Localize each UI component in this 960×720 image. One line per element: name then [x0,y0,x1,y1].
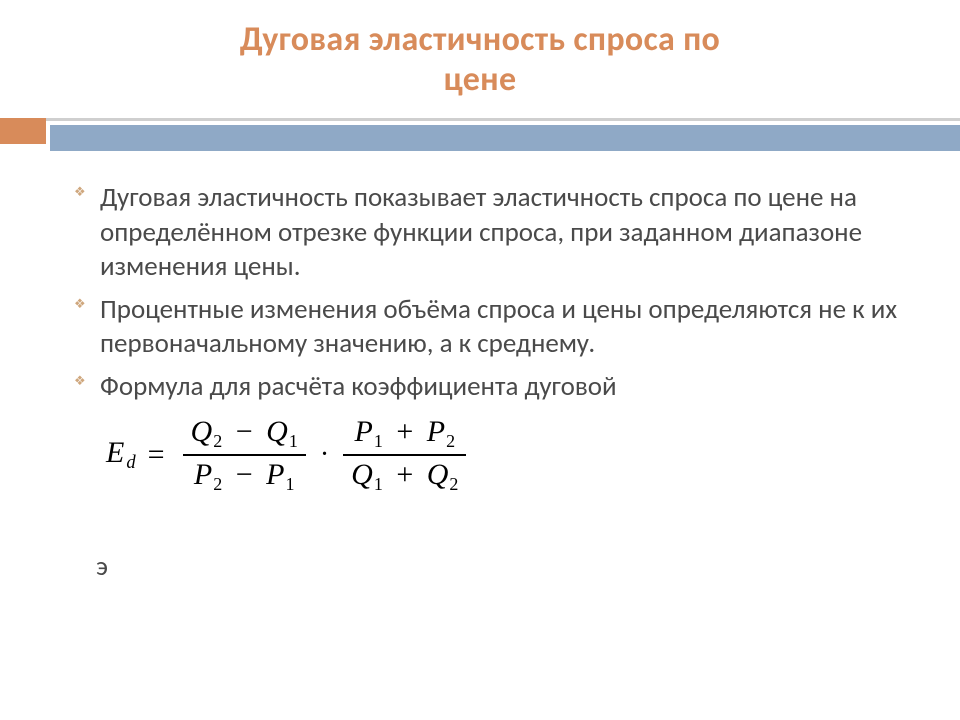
p1-sub: 1 [285,474,294,494]
divider-block [0,118,960,151]
formula-lhs: Ed [106,436,136,475]
accent-bar [0,118,46,144]
p2b-sub: 2 [446,431,455,451]
p2-sub: 2 [213,474,222,494]
lhs-var: E [106,436,124,469]
frac2-den: Q1 + Q2 [343,456,466,497]
title-line-1: Дуговая эластичность спроса по [240,19,720,60]
lhs-sub: d [126,452,135,473]
minus-2: − [236,458,253,491]
p1b-sub: 1 [374,431,383,451]
bullet-2-text: Процентные изменения объёма спроса и цен… [100,293,897,361]
p2b-var: P [427,415,445,448]
stray-char: э [96,550,108,583]
frac1-num: Q2 − Q1 [183,413,306,454]
minus-1: − [236,415,253,448]
slide-title: Дуговая эластичность спроса по цене [0,20,960,118]
blue-bar [50,125,960,151]
fraction-1: Q2 − Q1 P2 − P1 [183,413,306,498]
plus-1: + [396,415,413,448]
q1b-sub: 1 [374,474,383,494]
p2-var: P [194,458,212,491]
bullet-1-text: Дуговая эластичность показывает эластичн… [100,181,862,283]
p1-var: P [266,458,284,491]
divider-line [0,118,960,121]
q2b-var: Q [427,458,449,491]
slide: Дуговая эластичность спроса по цене Дуго… [0,0,960,720]
p1b-var: P [354,415,372,448]
q2b-sub: 2 [449,474,458,494]
title-line-2: цене [444,59,517,100]
q1-var: Q [266,415,288,448]
content-area: Дуговая эластичность показывает эластичн… [0,151,960,497]
frac2-num: P1 + P2 [346,413,463,454]
q2-var: Q [191,415,213,448]
bullet-2: Процентные изменения объёма спроса и цен… [78,293,900,362]
equals-sign: = [148,438,165,472]
bullet-1: Дуговая эластичность показывает эластичн… [78,181,900,285]
bullet-3: Формула для расчёта коэффициента дуговой [78,370,900,405]
q1b-var: Q [351,458,373,491]
multiply-dot: · [320,439,329,471]
frac1-den: P2 − P1 [186,456,303,497]
fraction-2: P1 + P2 Q1 + Q2 [343,413,466,498]
formula: Ed = Q2 − Q1 P2 − P1 · P1 [106,413,900,498]
plus-2: + [396,458,413,491]
q2-sub: 2 [213,431,222,451]
bullet-3-text: Формула для расчёта коэффициента дуговой [100,370,617,403]
q1-sub: 1 [289,431,298,451]
